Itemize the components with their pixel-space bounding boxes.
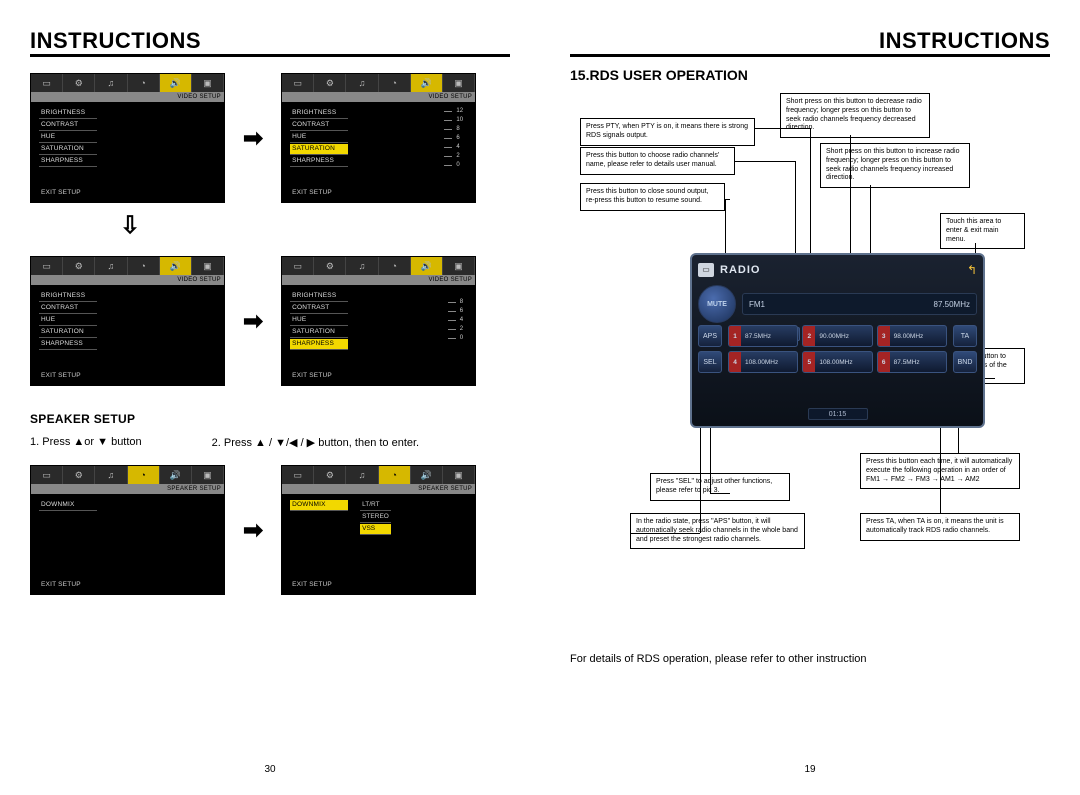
preset-1[interactable]: 187.5MHz bbox=[728, 325, 798, 347]
arrow-right-icon: ➡ bbox=[243, 307, 263, 336]
callout-mute: Press this button to close sound output,… bbox=[580, 183, 725, 211]
page-title-right: INSTRUCTIONS bbox=[570, 28, 1050, 54]
clock-display: 01:15 bbox=[808, 408, 868, 420]
radio-screen: ▭ RADIO ↰ MUTE FM1 87.50MHz AFPTY◀◀▶▶ AP… bbox=[690, 253, 985, 428]
rds-section-title: 15.RDS USER OPERATION bbox=[570, 67, 1050, 83]
radio-bnd-button[interactable]: BND bbox=[953, 351, 977, 373]
speaker-setup-panel-downmix: ▭⚙♫◔🔊▣SPEAKER SETUPDOWNMIXLT/RTSTEREOVSS… bbox=[281, 465, 476, 595]
band-label: FM1 bbox=[749, 300, 765, 309]
callout-decrease: Short press on this button to decrease r… bbox=[780, 93, 930, 138]
speaker-setup-heading: SPEAKER SETUP bbox=[30, 412, 510, 426]
callout-name: Press this button to choose radio channe… bbox=[580, 147, 735, 175]
frequency-display: FM1 87.50MHz bbox=[742, 293, 977, 315]
radio-sel-button[interactable]: SEL bbox=[698, 351, 722, 373]
video-setup-panel-2: ▭⚙♫◔🔊▣VIDEO SETUPBRIGHTNESSCONTRASTHUESA… bbox=[30, 256, 225, 386]
preset-4[interactable]: 4108.00MHz bbox=[728, 351, 798, 373]
step-2: 2. Press ▲ / ▼/◀ / ▶ button, then to ent… bbox=[212, 436, 419, 449]
radio-icon: ▭ bbox=[698, 263, 714, 277]
rds-footnote: For details of RDS operation, please ref… bbox=[570, 653, 1050, 665]
mute-button[interactable]: MUTE bbox=[698, 285, 736, 323]
speaker-setup-panel-1: ▭⚙♫◔🔊▣SPEAKER SETUPDOWNMIXEXIT SETUP bbox=[30, 465, 225, 595]
preset-3[interactable]: 398.00MHz bbox=[877, 325, 947, 347]
preset-6[interactable]: 687.5MHz bbox=[877, 351, 947, 373]
arrow-down-icon: ⇩ bbox=[120, 212, 140, 239]
radio-title: RADIO bbox=[720, 264, 760, 276]
arrow-right-icon: ➡ bbox=[243, 516, 263, 545]
video-setup-panel-1: ▭⚙♫◔🔊▣VIDEO SETUPBRIGHTNESSCONTRASTHUESA… bbox=[30, 73, 225, 203]
radio-ta-button[interactable]: TA bbox=[953, 325, 977, 347]
step-1: 1. Press ▲or ▼ button bbox=[30, 436, 142, 449]
page-number-right: 19 bbox=[804, 764, 815, 775]
radio-aps-button[interactable]: APS bbox=[698, 325, 722, 347]
callout-sel: Press "SEL" to adjust other functions, p… bbox=[650, 473, 790, 501]
callout-pty: Press PTY, when PTY is on, it means ther… bbox=[580, 118, 755, 146]
callout-mainmenu: Touch this area to enter & exit main men… bbox=[940, 213, 1025, 249]
preset-2[interactable]: 290.00MHz bbox=[802, 325, 872, 347]
video-setup-panel-sharpness: ▭⚙♫◔🔊▣VIDEO SETUPBRIGHTNESSCONTRASTHUESA… bbox=[281, 256, 476, 386]
callout-aps: In the radio state, press "APS" button, … bbox=[630, 513, 805, 549]
page-title-left: INSTRUCTIONS bbox=[30, 28, 510, 54]
callout-increase: Short press on this button to increase r… bbox=[820, 143, 970, 188]
page-number-left: 30 bbox=[264, 764, 275, 775]
video-setup-panel-saturation: ▭⚙♫◔🔊▣VIDEO SETUPBRIGHTNESSCONTRASTHUESA… bbox=[281, 73, 476, 203]
arrow-right-icon: ➡ bbox=[243, 124, 263, 153]
frequency-label: 87.50MHz bbox=[934, 300, 970, 309]
callout-ta: Press TA, when TA is on, it means the un… bbox=[860, 513, 1020, 541]
preset-5[interactable]: 5108.00MHz bbox=[802, 351, 872, 373]
home-icon[interactable]: ↰ bbox=[967, 263, 977, 277]
